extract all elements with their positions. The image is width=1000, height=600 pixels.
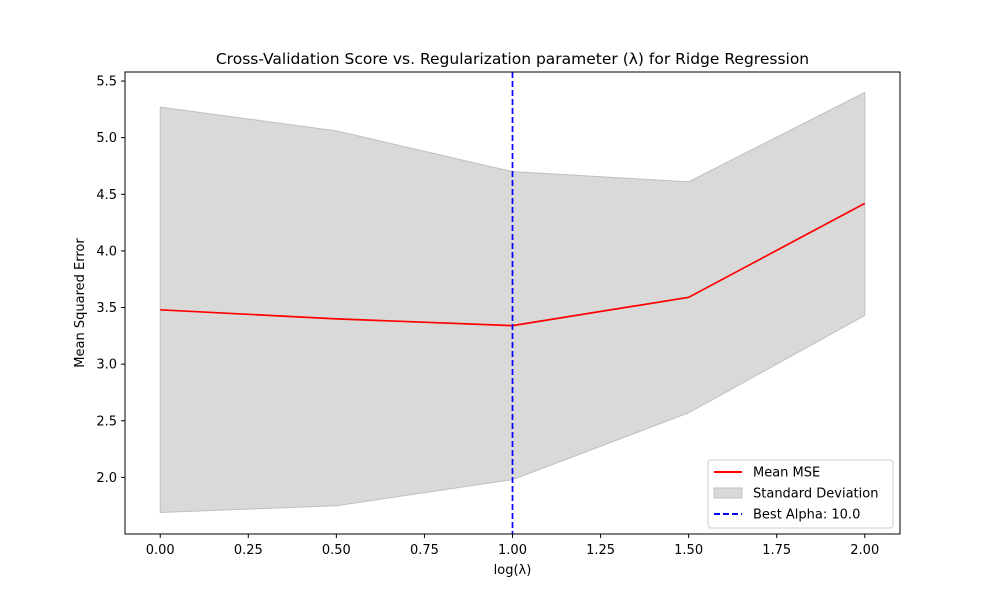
y-tick-label: 4.0 (96, 244, 117, 259)
x-tick-label: 1.50 (674, 543, 703, 558)
y-axis-ticks: 2.0 2.5 3.0 3.5 4.0 4.5 5.0 5.5 (96, 75, 125, 486)
x-tick-label: 0.50 (322, 543, 351, 558)
y-tick-label: 2.5 (96, 414, 117, 429)
x-tick-label: 0.00 (146, 543, 175, 558)
x-tick-label: 0.75 (410, 543, 439, 558)
legend-band-swatch (713, 487, 743, 499)
legend-box (707, 459, 894, 529)
y-tick-label: 5.0 (96, 131, 117, 146)
y-tick-label: 3.0 (96, 358, 117, 373)
chart-title: Cross-Validation Score vs. Regularizatio… (216, 50, 809, 68)
y-tick-label: 5.5 (96, 75, 117, 90)
x-tick-label: 1.25 (586, 543, 615, 558)
x-tick-label: 0.25 (234, 543, 263, 558)
legend-band-label: Standard Deviation (753, 487, 878, 502)
legend-mean-label: Mean MSE (753, 466, 820, 481)
y-axis-title: Mean Squared Error (73, 238, 88, 368)
y-tick-label: 4.5 (96, 188, 117, 203)
legend-best-alpha-label: Best Alpha: 10.0 (753, 508, 860, 523)
x-axis-title: log(λ) (494, 563, 532, 578)
x-tick-label: 2.00 (850, 543, 879, 558)
x-tick-label: 1.00 (498, 543, 527, 558)
x-axis-ticks: 0.00 0.25 0.50 0.75 1.00 1.25 1.50 1.75 2.00 (146, 534, 879, 558)
y-tick-label: 3.5 (96, 301, 117, 316)
x-tick-label: 1.75 (762, 543, 791, 558)
y-tick-label: 2.0 (96, 471, 117, 486)
legend: Mean MSE Standard Deviation Best Alpha: … (707, 459, 894, 529)
